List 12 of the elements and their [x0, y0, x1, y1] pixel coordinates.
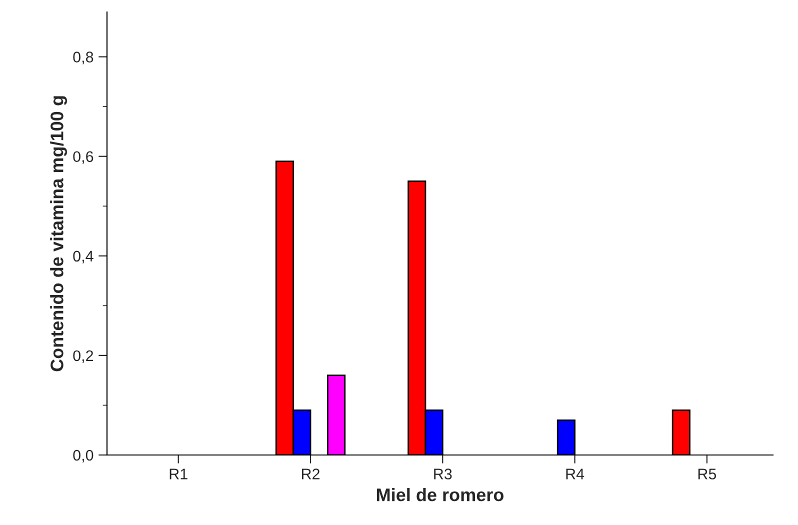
x-tick-label: R1	[170, 468, 188, 480]
y-tick-label: 0,2	[73, 350, 94, 363]
x-tick-label: R4	[566, 468, 584, 480]
x-tick-label: R3	[434, 468, 452, 480]
y-tick-label: 0,6	[73, 151, 94, 164]
y-tick-label: 0,4	[73, 250, 94, 264]
x-tick-label: R5	[698, 468, 716, 480]
y-tick-label: 0,8	[73, 52, 94, 64]
x-axis-title: Miel de romero	[376, 488, 504, 502]
x-tick-label: R2	[302, 468, 320, 480]
y-tick-label: 0,0	[73, 450, 94, 462]
y-axis-title: Contenido de vitamina mg/100 g	[50, 96, 68, 372]
